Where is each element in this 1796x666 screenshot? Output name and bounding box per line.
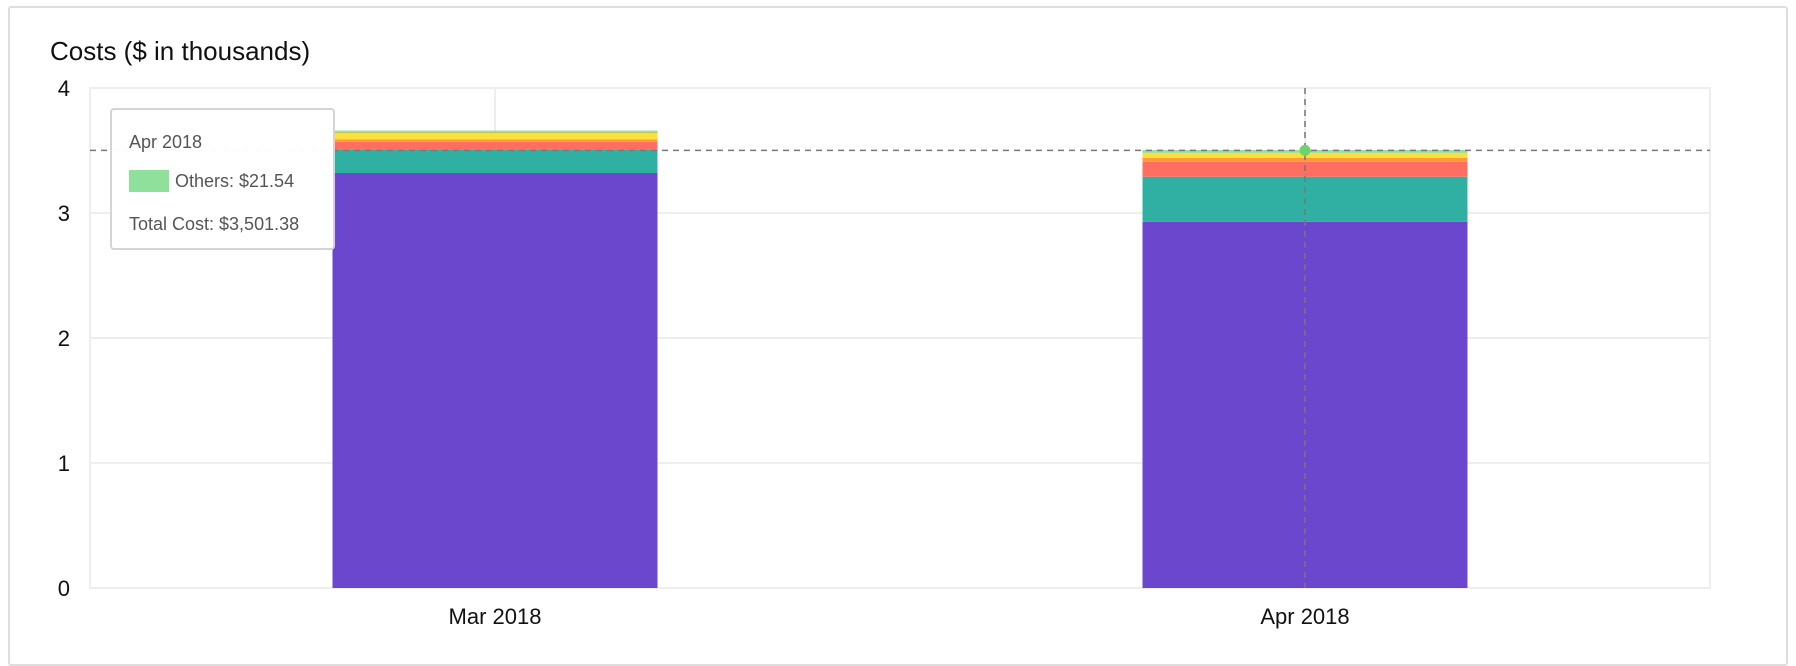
chart-tooltip: Apr 2018 Others: $21.54 Total Cost: $3,5… <box>110 108 335 250</box>
y-tick-label: 0 <box>58 576 70 601</box>
bar-segment[interactable] <box>333 132 658 133</box>
bar-segment[interactable] <box>333 173 658 588</box>
tooltip-title: Apr 2018 <box>129 132 202 153</box>
tooltip-swatch <box>129 170 169 192</box>
tooltip-total: Total Cost: $3,501.38 <box>129 214 299 235</box>
bar-segment[interactable] <box>333 139 658 142</box>
bars[interactable] <box>333 131 1468 589</box>
costs-bar-chart: 0 1 2 3 4 Mar 2018 Apr 2018 <box>0 0 1796 646</box>
y-tick-label: 3 <box>58 201 70 226</box>
bar-segment[interactable] <box>333 131 658 132</box>
hover-point-marker <box>1300 145 1311 156</box>
y-tick-label: 1 <box>58 451 70 476</box>
x-tick-label: Mar 2018 <box>449 604 542 629</box>
tooltip-series-label: Others: $21.54 <box>175 171 294 192</box>
bar-segment[interactable] <box>333 133 658 139</box>
x-tick-label: Apr 2018 <box>1260 604 1349 629</box>
y-tick-label: 2 <box>58 326 70 351</box>
tooltip-series-row: Others: $21.54 <box>129 170 294 192</box>
y-tick-label: 4 <box>58 76 70 101</box>
bar-segment[interactable] <box>333 142 658 150</box>
bar-segment[interactable] <box>333 149 658 173</box>
